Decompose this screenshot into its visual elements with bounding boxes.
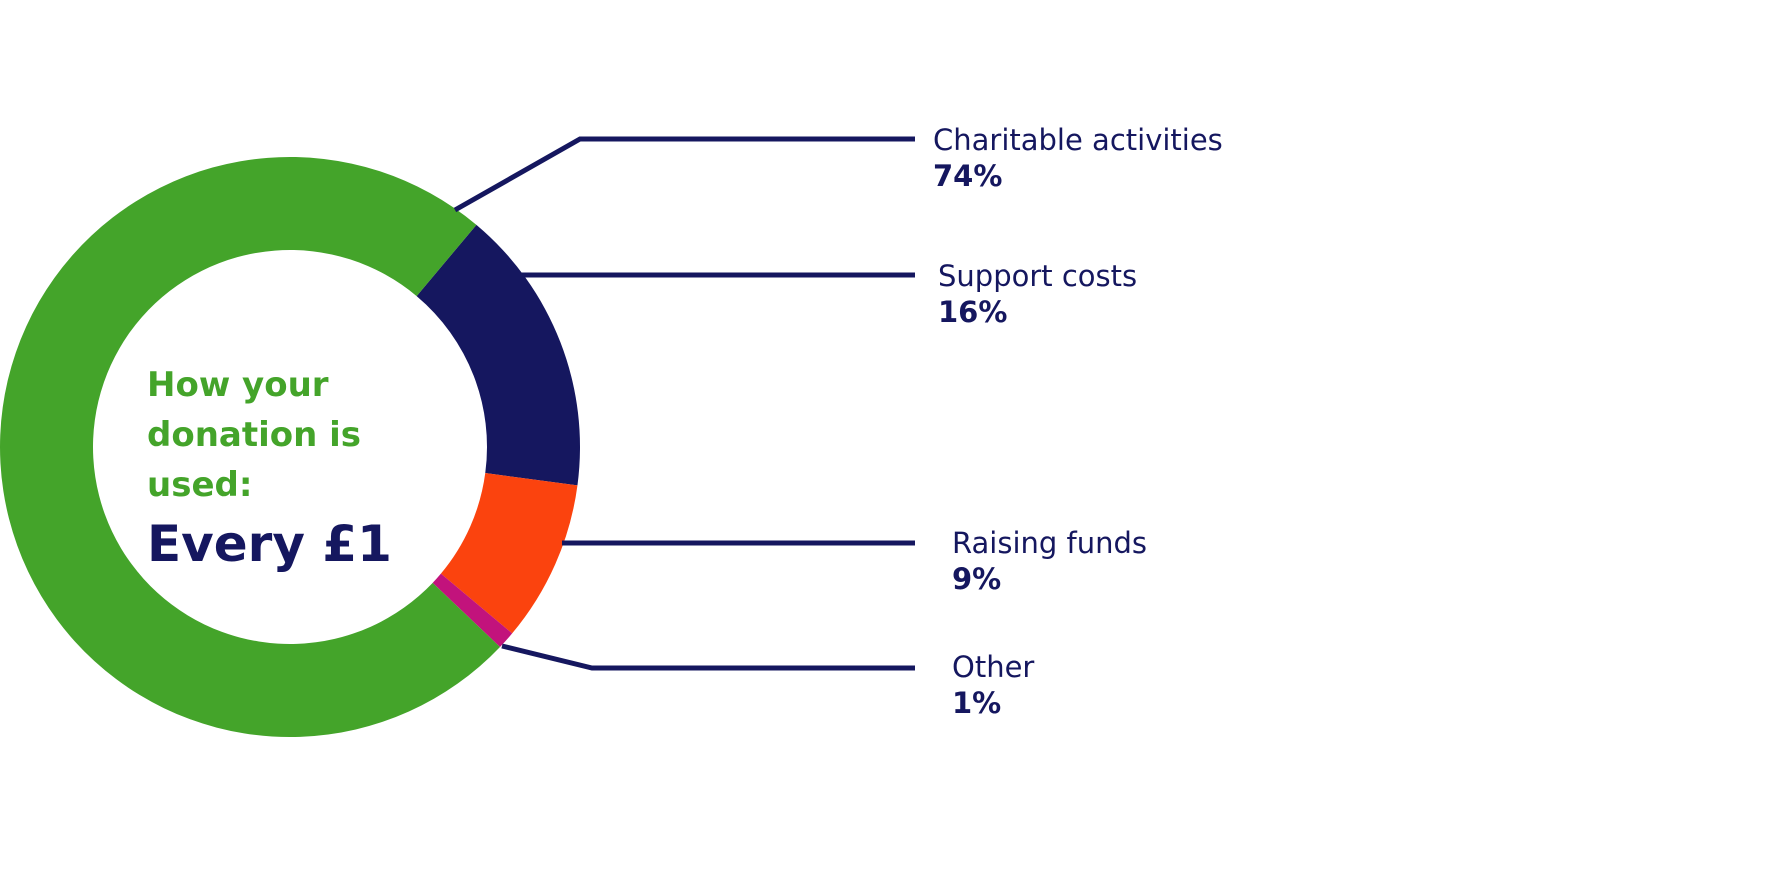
- leader-lines: [453, 136, 915, 671]
- slice-label-charitable-activities: Charitable activities 74%: [933, 122, 1223, 194]
- slice-raising-funds: [440, 473, 578, 634]
- slice-support-costs: [416, 224, 580, 486]
- slice-label-other: Other 1%: [952, 649, 1034, 721]
- center-title: Every £1: [147, 515, 392, 573]
- center-heading-line-1: How your: [147, 365, 329, 405]
- slice-label-raising-funds: Raising funds 9%: [952, 525, 1147, 597]
- slice-value: 9%: [952, 562, 1002, 596]
- slice-name: Other: [952, 650, 1035, 684]
- center-caption: How your donation is used: Every £1: [147, 360, 477, 574]
- slice-value: 74%: [933, 159, 1003, 193]
- slice-name: Charitable activities: [933, 123, 1223, 157]
- slice-value: 16%: [938, 295, 1008, 329]
- slice-label-support-costs: Support costs 16%: [938, 258, 1137, 330]
- leader-line-charitable-activities: [453, 136, 915, 213]
- donut-slices: [0, 156, 580, 737]
- slice-charitable-activities: [0, 156, 501, 737]
- slice-value: 1%: [952, 686, 1002, 720]
- slice-name: Raising funds: [952, 526, 1147, 560]
- leader-line-other: [501, 643, 915, 671]
- center-heading-line-2: donation is used:: [147, 415, 362, 505]
- slice-name: Support costs: [938, 259, 1138, 293]
- slice-other: [432, 573, 513, 647]
